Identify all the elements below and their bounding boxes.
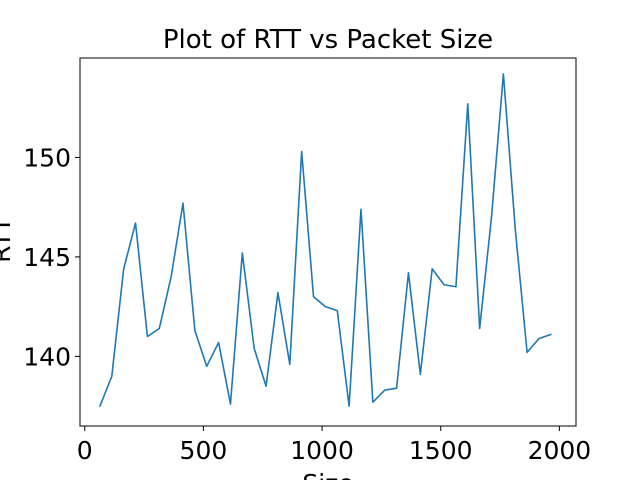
x-tick-label: 2000	[528, 436, 592, 465]
x-axis-label: Size	[302, 469, 353, 480]
x-tick-label: 0	[77, 436, 93, 465]
plot-area: 0 500 1000 1500 2000 140 145 150	[23, 57, 592, 465]
series-line	[99, 73, 552, 407]
axes-frame	[79, 57, 577, 427]
y-axis-label: RTT	[0, 216, 16, 262]
x-tick-label: 1500	[409, 436, 473, 465]
y-tick-label: 145	[23, 243, 71, 272]
y-tick-label: 140	[23, 342, 71, 371]
x-tick-label: 500	[180, 436, 228, 465]
x-tick-label: 1000	[290, 436, 354, 465]
y-tick-label: 150	[23, 143, 71, 172]
chart-title: Plot of RTT vs Packet Size	[163, 25, 493, 55]
